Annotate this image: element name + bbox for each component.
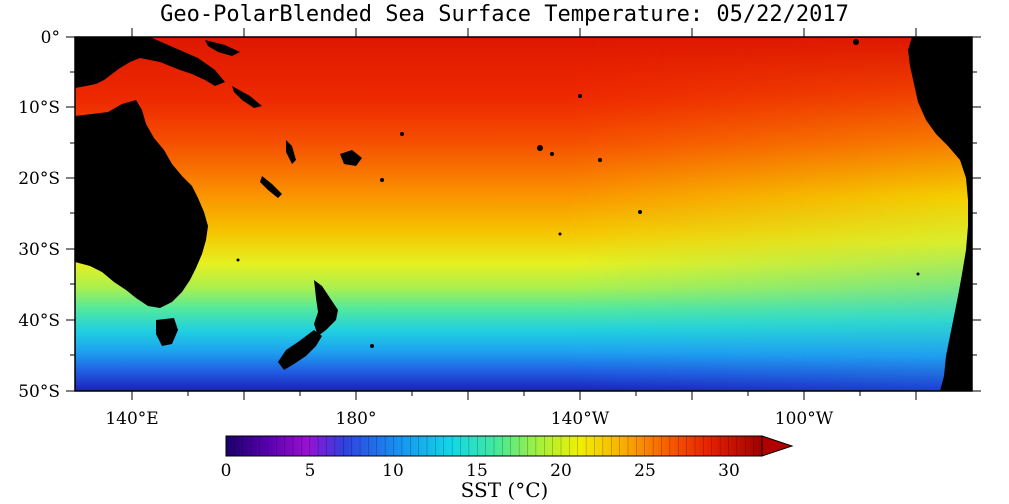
colorbar-tick-label: 0 xyxy=(221,461,232,481)
y-tick-label: 0° xyxy=(41,28,60,48)
x-tick-label: 140°W xyxy=(551,409,610,429)
colorbar-segments xyxy=(234,436,754,456)
y-tick-label: 20°S xyxy=(18,169,60,189)
colorbar-tick-label: 30 xyxy=(718,461,740,481)
map-title: Geo-PolarBlended Sea Surface Temperature… xyxy=(160,2,849,27)
colorbar-tick-label: 20 xyxy=(550,461,572,481)
new-zealand-north xyxy=(314,280,338,336)
x-axis xyxy=(131,28,917,400)
fiji xyxy=(340,150,362,166)
y-axis xyxy=(66,36,981,392)
solomon-islands xyxy=(232,86,262,108)
new-zealand-south xyxy=(278,330,322,370)
colorbar-tick-label: 25 xyxy=(634,461,656,481)
colorbar-overflow-arrow xyxy=(761,435,794,457)
vanuatu xyxy=(286,140,296,164)
y-tick-label: 40°S xyxy=(18,311,60,331)
new-caledonia xyxy=(260,176,282,198)
bismarck-islands xyxy=(205,40,240,56)
y-tick-labels: 0° 10°S 20°S 30°S 40°S 50°S xyxy=(18,28,60,402)
sst-field xyxy=(75,37,972,391)
south-america-landmass xyxy=(908,37,972,391)
australia-landmass xyxy=(75,100,208,308)
colorbar-tick-label: 5 xyxy=(305,461,316,481)
x-tick-labels: 140°E 180° 140°W 100°W xyxy=(105,409,833,429)
land-masses xyxy=(75,37,972,391)
colorbar-tick-label: 15 xyxy=(466,461,488,481)
y-tick-label: 50°S xyxy=(18,382,60,402)
colorbar: 0 5 10 15 20 25 30 xyxy=(221,435,794,481)
colorbar-title: SST (°C) xyxy=(460,478,549,502)
x-tick-label: 140°E xyxy=(105,409,158,429)
new-guinea-landmass xyxy=(75,37,225,88)
colorbar-tick-label: 10 xyxy=(382,461,404,481)
y-tick-label: 30°S xyxy=(18,240,60,260)
x-tick-label: 100°W xyxy=(775,409,834,429)
tasmania xyxy=(156,318,178,346)
x-tick-label: 180° xyxy=(336,409,377,429)
y-tick-label: 10°S xyxy=(18,98,60,118)
